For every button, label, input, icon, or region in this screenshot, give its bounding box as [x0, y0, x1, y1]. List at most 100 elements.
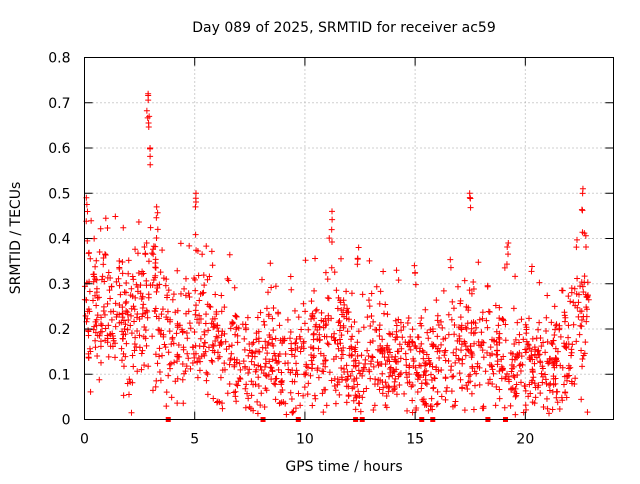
- data-point: [152, 351, 159, 358]
- data-point: [579, 207, 586, 214]
- data-point: [511, 389, 518, 396]
- data-point: [272, 375, 279, 382]
- data-point: [144, 308, 151, 315]
- data-point: [405, 315, 412, 322]
- data-point: [322, 315, 329, 322]
- data-point: [355, 367, 362, 374]
- data-point: [438, 366, 445, 373]
- data-point: [572, 375, 579, 382]
- data-point: [584, 279, 591, 286]
- data-point: [265, 289, 272, 296]
- data-point: [333, 287, 340, 294]
- data-point: [221, 304, 228, 311]
- data-point: [379, 336, 386, 343]
- data-point: [510, 305, 517, 312]
- data-point: [93, 302, 100, 309]
- data-point: [192, 350, 199, 357]
- data-point: [484, 282, 491, 289]
- data-point: [234, 339, 241, 346]
- data-point: [486, 308, 493, 315]
- data-point: [212, 338, 219, 345]
- data-point: [214, 398, 221, 405]
- data-point: [209, 358, 216, 365]
- data-point: [399, 334, 406, 341]
- data-point: [575, 299, 582, 306]
- data-point: [288, 395, 295, 402]
- data-point: [579, 363, 586, 370]
- data-point: [313, 321, 320, 328]
- data-point: [577, 322, 584, 329]
- data-point: [119, 270, 126, 277]
- data-point: [289, 378, 296, 385]
- x-tick-label: 0: [80, 432, 89, 448]
- data-point: [338, 255, 345, 262]
- data-point: [522, 321, 529, 328]
- data-point: [192, 276, 199, 283]
- data-point: [456, 335, 463, 342]
- data-point: [310, 330, 317, 337]
- data-point: [208, 248, 215, 255]
- data-point: [91, 271, 98, 278]
- data-point: [251, 353, 258, 360]
- data-point: [90, 297, 97, 304]
- data-point: [97, 225, 104, 232]
- data-point: [198, 353, 205, 360]
- data-point: [360, 364, 367, 371]
- data-point: [107, 295, 114, 302]
- data-point: [565, 322, 572, 329]
- data-point: [329, 208, 336, 215]
- data-point: [430, 328, 437, 335]
- data-point: [113, 314, 120, 321]
- data-point: [213, 399, 220, 406]
- data-point: [414, 372, 421, 379]
- data-point: [174, 375, 181, 382]
- data-point: [556, 322, 563, 329]
- data-point: [462, 352, 469, 359]
- data-point: [192, 287, 199, 294]
- data-point: [414, 333, 421, 340]
- data-point: [217, 374, 224, 381]
- data-point: [149, 333, 156, 340]
- data-point: [462, 324, 469, 331]
- data-point: [154, 209, 161, 216]
- data-point: [421, 368, 428, 375]
- data-point: [403, 369, 410, 376]
- data-point: [578, 396, 585, 403]
- data-point: [116, 282, 123, 289]
- data-point: [136, 344, 143, 351]
- data-point: [482, 368, 489, 375]
- data-point: [239, 321, 246, 328]
- data-point: [509, 356, 516, 363]
- data-point: [354, 353, 361, 360]
- data-point: [147, 224, 154, 231]
- data-point: [363, 385, 370, 392]
- data-point: [87, 255, 94, 262]
- data-point: [502, 321, 509, 328]
- data-point: [207, 304, 214, 311]
- data-point: [437, 318, 444, 325]
- data-point: [82, 312, 89, 319]
- data-point: [236, 360, 243, 367]
- data-point: [512, 411, 519, 418]
- data-point: [550, 381, 557, 388]
- data-point: [231, 284, 238, 291]
- data-point: [203, 311, 210, 318]
- data-point: [503, 261, 510, 268]
- data-point: [442, 375, 449, 382]
- data-point: [116, 258, 123, 265]
- data-point: [473, 370, 480, 377]
- data-point: [320, 409, 327, 416]
- data-point: [276, 400, 283, 407]
- data-point: [230, 389, 237, 396]
- data-point: [447, 367, 454, 374]
- data-point: [353, 375, 360, 382]
- data-point: [143, 342, 150, 349]
- data-point: [372, 376, 379, 383]
- data-point: [276, 322, 283, 329]
- data-point: [138, 350, 145, 357]
- data-point: [121, 326, 128, 333]
- data-point: [470, 278, 477, 285]
- data-point: [354, 339, 361, 346]
- data-point: [122, 289, 129, 296]
- data-point: [320, 368, 327, 375]
